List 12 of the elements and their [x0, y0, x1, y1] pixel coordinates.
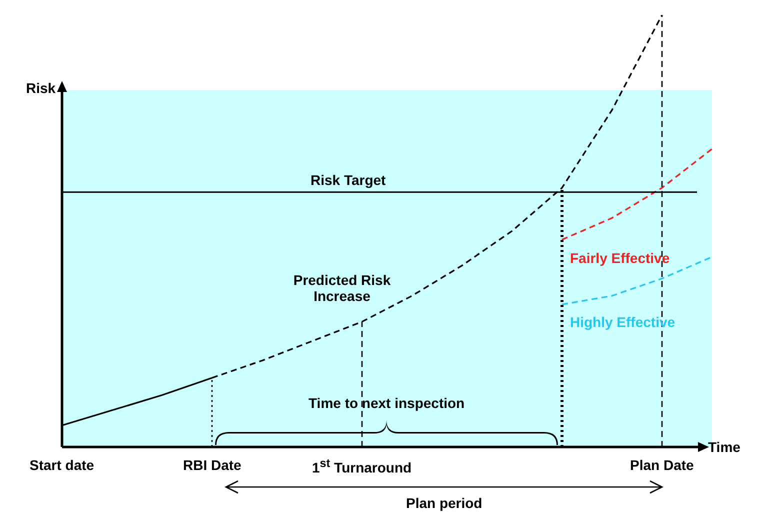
annotation: Time to next inspection — [308, 395, 465, 411]
x-tick-label: RBI Date — [183, 457, 242, 473]
annotation: Predicted Risk Increase — [292, 272, 392, 304]
series-label: Highly Effective — [570, 314, 676, 330]
x-axis-title: Time — [708, 439, 740, 455]
y-axis-title: Risk — [26, 80, 56, 96]
x-tick-label: Start date — [30, 457, 94, 473]
x-tick-label: Plan Date — [630, 457, 694, 473]
ref-line-label: Risk Target — [310, 172, 386, 188]
series-label: Fairly Effective — [570, 250, 670, 266]
x-tick-label: 1$^{st}$ Turnaround — [312, 457, 412, 476]
text: Plan period — [406, 495, 482, 511]
